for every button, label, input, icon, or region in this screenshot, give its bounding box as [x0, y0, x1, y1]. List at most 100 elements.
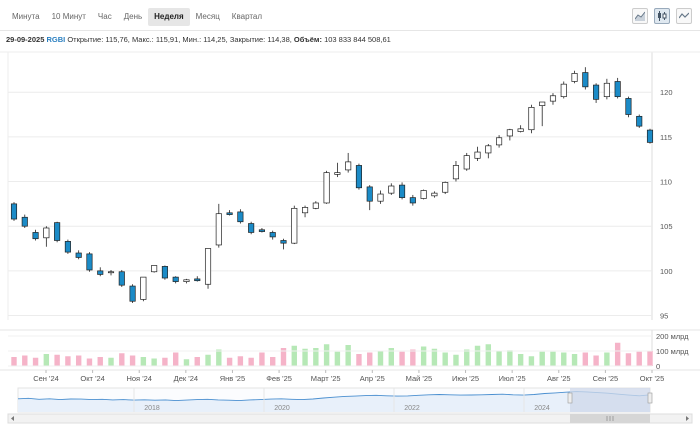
volume-bar: [625, 353, 632, 366]
candle-body: [86, 253, 93, 271]
tab-1[interactable]: 10 Минут: [51, 12, 86, 21]
volume-bar: [129, 355, 136, 366]
navigator-line: [17, 391, 651, 402]
candle: [172, 276, 179, 284]
volume-tick-label: 100 млрд: [656, 347, 689, 356]
navigator-year-label: 2020: [274, 405, 290, 412]
volume-bar: [614, 342, 621, 366]
navigator: 2018 2020 2022 2024: [7, 387, 693, 424]
area-chart-icon[interactable]: [632, 8, 648, 24]
candle-body: [172, 276, 179, 282]
info-low: 114,25: [203, 35, 226, 44]
candle-body: [97, 270, 104, 275]
volume-bar: [485, 344, 492, 366]
volume-bar: [259, 352, 265, 366]
candle-body: [43, 227, 50, 239]
volume-tick-label: 0: [656, 362, 660, 371]
volume-bar: [97, 357, 103, 366]
scroll-grip-icon: [606, 416, 614, 421]
candle-body: [269, 232, 276, 238]
candle: [54, 221, 61, 243]
ohlc-info-line: 29-09-2025 RGBI Открытие: 115,76, Макс.:…: [6, 35, 391, 44]
candle: [345, 152, 352, 173]
candle-body: [194, 278, 201, 282]
candle: [517, 125, 524, 133]
candle-body: [506, 129, 513, 137]
volume-bar: [313, 348, 319, 366]
volume-bar: [22, 355, 28, 366]
candle-body: [366, 186, 373, 202]
scroll-right-icon: [686, 416, 689, 421]
candle: [582, 67, 589, 90]
x-tick-label: Июл '25: [499, 374, 526, 383]
volume-bar: [604, 352, 610, 366]
candle-body: [129, 285, 136, 302]
y-tick-label: 110: [660, 178, 672, 187]
tab-3[interactable]: День: [123, 12, 143, 21]
candle-body: [291, 207, 298, 244]
volume-bar: [237, 356, 244, 366]
candles-layer: [10, 67, 654, 304]
info-high-label: Макс.:: [131, 35, 154, 44]
tab-6[interactable]: Квартал: [231, 12, 263, 21]
candle: [269, 230, 276, 240]
volume-bar: [593, 355, 599, 366]
date-axis: Сен '24 Окт '24 Ноя '24 Дек '24 Янв '25 Фев '…: [0, 369, 700, 383]
candle: [388, 183, 395, 195]
candle-body: [614, 81, 621, 98]
volume-bar: [119, 353, 125, 366]
candle-body: [474, 151, 481, 159]
candle-body: [183, 279, 190, 282]
scroll-left-icon: [11, 416, 14, 421]
tab-0[interactable]: Минута: [12, 12, 40, 21]
candle: [334, 162, 341, 178]
tab-4[interactable]: Неделя: [148, 8, 190, 26]
candle-body: [539, 101, 546, 106]
volume-bar: [453, 354, 459, 366]
candle-body: [280, 240, 287, 244]
candle-body: [21, 216, 28, 227]
info-open: 115,76: [105, 35, 128, 44]
volume-layer: [0, 329, 700, 366]
candle: [485, 144, 492, 159]
candle-body: [10, 203, 18, 220]
line-chart-icon[interactable]: [676, 8, 692, 24]
candle: [442, 181, 449, 195]
candle-body: [528, 107, 535, 131]
info-close-label: Закрытие:: [229, 35, 266, 44]
candle-body: [64, 241, 71, 253]
candle-body: [549, 95, 557, 102]
candle: [75, 250, 82, 260]
navigator-year-label: 2024: [534, 405, 550, 412]
candle: [10, 202, 18, 221]
volume-bar: [205, 354, 211, 366]
candle-body: [237, 211, 244, 223]
x-tick-label: Окт '25: [640, 374, 665, 383]
candle: [86, 252, 93, 272]
volume-axis: 0 100 млрд 200 млрд: [8, 332, 689, 371]
candle-body: [485, 145, 492, 154]
x-tick-label: Сен '25: [593, 374, 619, 383]
x-tick-label: Сен '24: [33, 374, 59, 383]
candle: [280, 238, 287, 250]
volume-bar: [388, 348, 394, 366]
tab-2[interactable]: Час: [97, 12, 112, 21]
x-tick-label: Авг '25: [547, 374, 571, 383]
volume-bar: [431, 348, 438, 366]
volume-bar: [410, 349, 416, 366]
volume-bar: [270, 357, 276, 366]
candle: [258, 227, 265, 233]
candlestick-icon[interactable]: [654, 8, 670, 24]
volume-bar: [54, 354, 60, 366]
info-low-label: Мин.:: [182, 35, 202, 44]
candle-body: [377, 193, 384, 202]
candle: [291, 205, 298, 245]
candle: [366, 185, 373, 211]
y-tick-label: 115: [660, 133, 672, 142]
tab-5[interactable]: Месяц: [195, 12, 220, 21]
candle-body: [75, 252, 82, 258]
volume-bar: [636, 351, 642, 366]
grid-lines: [0, 51, 700, 320]
volume-bar: [172, 352, 179, 366]
